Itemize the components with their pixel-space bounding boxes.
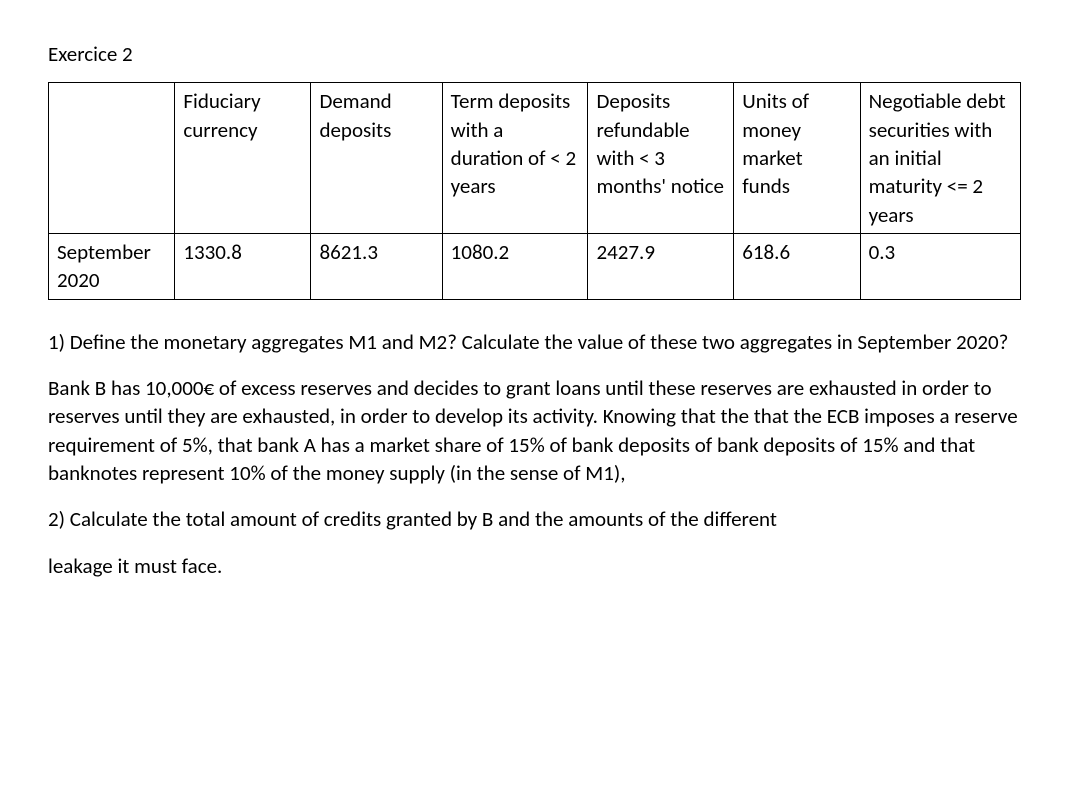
table-header-cell: Deposits refundable with < 3 months' not… (588, 83, 734, 234)
exercise-title: Exercice 2 (48, 40, 1021, 68)
data-table: Fiduciary currency Demand deposits Term … (48, 82, 1021, 299)
table-cell: 0.3 (860, 234, 1020, 300)
table-cell: 1080.2 (442, 234, 588, 300)
table-header-cell (49, 83, 175, 234)
table-header-cell: Units of money market funds (734, 83, 860, 234)
table-cell: 2427.9 (588, 234, 734, 300)
table-row: September 2020 1330.8 8621.3 1080.2 2427… (49, 234, 1021, 300)
question-2: 2) Calculate the total amount of credits… (48, 505, 1021, 533)
table-cell: 8621.3 (311, 234, 442, 300)
table-header-row: Fiduciary currency Demand deposits Term … (49, 83, 1021, 234)
table-cell: 618.6 (734, 234, 860, 300)
table-header-cell: Demand deposits (311, 83, 442, 234)
document-page: Exercice 2 Fiduciary currency Demand dep… (0, 0, 1069, 620)
table-header-cell: Fiduciary currency (175, 83, 311, 234)
table-cell: 1330.8 (175, 234, 311, 300)
table-header-cell: Negotiable debt securities with an initi… (860, 83, 1020, 234)
table-row-label: September 2020 (49, 234, 175, 300)
question-1: 1) Define the monetary aggregates M1 and… (48, 328, 1021, 356)
scenario-paragraph: Bank B has 10,000€ of excess reserves an… (48, 374, 1021, 487)
table-header-cell: Term deposits with a duration of < 2 yea… (442, 83, 588, 234)
question-2-continued: leakage it must face. (48, 552, 1021, 580)
